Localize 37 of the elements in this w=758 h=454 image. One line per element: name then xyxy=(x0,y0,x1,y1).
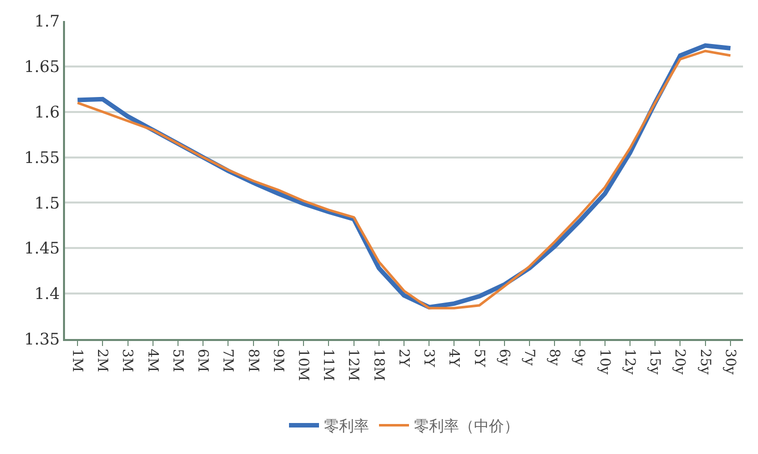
x-tick-label: 12y xyxy=(621,348,638,375)
x-tick-label: 10y xyxy=(596,348,612,375)
x-tick-label: 30y xyxy=(722,348,738,375)
x-tick-label: 9y xyxy=(571,348,588,366)
x-tick-label: 9M xyxy=(270,348,286,372)
x-tick-label: 11M xyxy=(320,348,336,381)
y-tick-label: 1.65 xyxy=(24,57,60,76)
y-tick-label: 1.4 xyxy=(34,284,60,304)
x-tick-label: 5M xyxy=(169,348,186,372)
y-tick-label: 1.5 xyxy=(34,193,60,212)
x-tick-label: 8y xyxy=(546,348,562,366)
y-tick-label: 1.35 xyxy=(24,330,60,349)
x-tick-label: 5Y xyxy=(470,348,487,368)
x-tick-label: 25y xyxy=(696,348,713,375)
y-tick-label: 1.6 xyxy=(34,102,60,122)
x-tick-label: 2Y xyxy=(395,348,412,368)
x-tick-label: 7y xyxy=(521,348,538,366)
x-tick-label: 2M xyxy=(94,348,110,372)
y-tick-label: 1.55 xyxy=(24,148,60,167)
y-tick-label: 1.7 xyxy=(34,12,60,31)
x-tick-label: 3M xyxy=(119,348,136,372)
x-tick-label: 10M xyxy=(295,348,312,381)
x-tick-label: 6y xyxy=(496,348,512,366)
x-tick-label: 4Y xyxy=(446,348,462,368)
x-tick-label: 7M xyxy=(220,348,236,372)
legend-label: 零利率 xyxy=(324,417,369,436)
x-tick-label: 20y xyxy=(672,348,688,375)
x-tick-label: 15y xyxy=(646,348,663,375)
legend-label: 零利率（中价） xyxy=(414,417,519,436)
x-tick-label: 18M xyxy=(370,348,386,381)
x-tick-label: 1M xyxy=(69,348,86,372)
x-tick-label: 3Y xyxy=(420,348,437,368)
x-tick-label: 4M xyxy=(144,348,160,372)
x-tick-label: 12M xyxy=(345,348,362,381)
x-tick-label: 8M xyxy=(244,348,261,372)
y-tick-label: 1.45 xyxy=(24,238,60,258)
x-tick-label: 6M xyxy=(194,348,211,372)
